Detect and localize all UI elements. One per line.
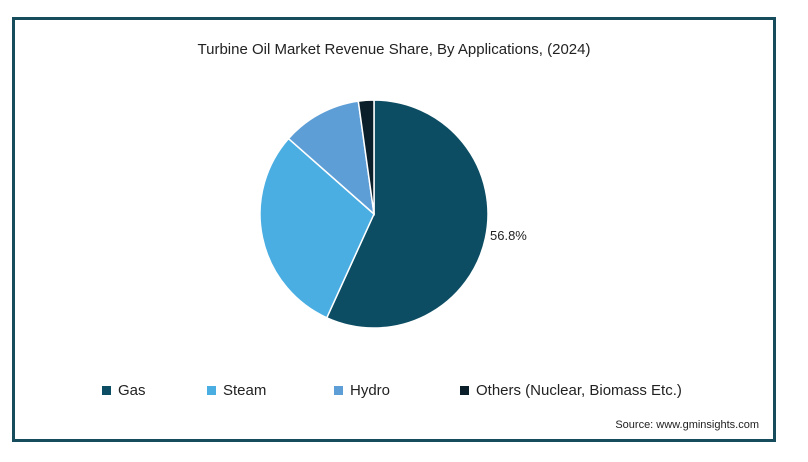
legend-swatch-steam — [207, 386, 216, 395]
slice-label-gas: 56.8% — [490, 228, 527, 243]
pie-slices — [259, 99, 489, 329]
legend-swatch-gas — [102, 386, 111, 395]
legend-item-hydro: Hydro — [334, 382, 390, 399]
pie-slice-hydro — [287, 100, 376, 216]
chart-title: Turbine Oil Market Revenue Share, By App… — [197, 41, 591, 58]
legend: Gas Steam Hydro Others (Nuclear, Biomass… — [15, 382, 773, 406]
legend-swatch-others — [460, 386, 469, 395]
legend-item-gas: Gas — [102, 382, 146, 399]
legend-item-others: Others (Nuclear, Biomass Etc.) — [460, 382, 682, 399]
legend-label-others: Others (Nuclear, Biomass Etc.) — [476, 382, 682, 399]
pie-chart: 56.8% — [259, 99, 527, 329]
legend-label-steam: Steam — [223, 382, 267, 399]
legend-item-steam: Steam — [207, 382, 266, 399]
pie-slice-others — [357, 99, 375, 215]
pie-slice-steam — [259, 137, 375, 319]
legend-label-hydro: Hydro — [350, 382, 391, 399]
legend-swatch-hydro — [334, 386, 343, 395]
legend-label-gas: Gas — [118, 382, 146, 399]
pie-slice-gas — [325, 99, 489, 329]
source-note: Source: www.gminsights.com — [615, 419, 759, 431]
chart-frame: Turbine Oil Market Revenue Share, By App… — [12, 17, 776, 442]
